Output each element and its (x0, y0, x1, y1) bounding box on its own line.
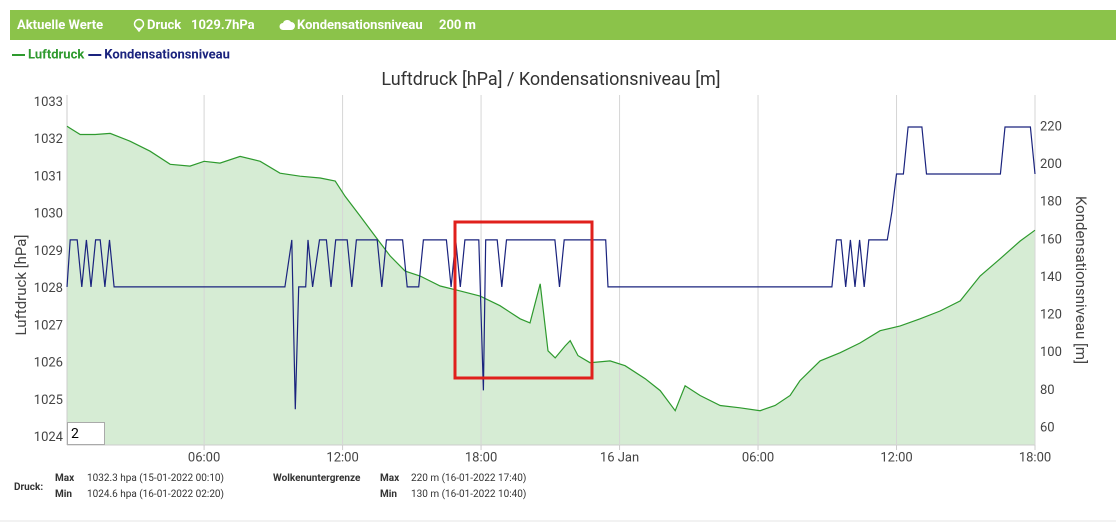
header-label: Druck (147, 18, 182, 33)
area (67, 126, 1035, 446)
y2-tick-label: 60 (1040, 421, 1055, 436)
stat-value: 1024.6 hpa (16-01-2022 02:20) (87, 489, 225, 500)
header-value: 1029.7hPa (191, 18, 255, 33)
pressure-icon (133, 18, 145, 32)
y2-tick-label: 120 (1040, 308, 1062, 323)
y-tick-label: 1033 (34, 95, 63, 110)
line (66, 126, 1036, 410)
x-tick-label: 12:00 (880, 450, 912, 465)
legend-label: Kondensationsniveau (104, 47, 230, 62)
stat-key: Max (55, 473, 75, 484)
y-tick-label: 1029 (34, 244, 63, 259)
legend-label: Luftdruck (28, 47, 85, 62)
y2-tick-label: 160 (1040, 232, 1062, 247)
y2-tick-label: 80 (1040, 383, 1055, 398)
y2-tick-label: 180 (1040, 195, 1062, 210)
x-tick-label: 16 Jan (600, 450, 639, 465)
y-tick-label: 1027 (34, 318, 63, 333)
x-tick-label: 18:00 (1019, 450, 1051, 465)
y2-axis-title: Kondensationsniveau [m] (1072, 196, 1090, 364)
stat-label: Wolkenuntergrenze (273, 473, 361, 484)
cloud-icon (279, 19, 295, 31)
x-tick-label: 06:00 (742, 450, 774, 465)
y-tick-label: 1025 (34, 393, 63, 408)
y-tick-label: 1032 (34, 132, 63, 147)
header-label: Kondensationsniveau (297, 18, 423, 33)
stat-value: 130 m (16-01-2022 10:40) (411, 489, 527, 500)
header-value: 200 m (439, 18, 476, 33)
x-tick-label: 12:00 (326, 450, 358, 465)
chart: Luftdruck [hPa] / Kondensationsniveau [m… (12, 47, 1090, 465)
header-bar: Aktuelle Werte Druck 1029.7hPa Kondensat… (10, 10, 1116, 40)
x-tick-label: 06:00 (188, 450, 220, 465)
stat-value: 1032.3 hpa (15-01-2022 00:10) (87, 473, 225, 484)
y-tick-label: 1031 (34, 169, 63, 184)
range-input[interactable]: 2 (67, 422, 105, 445)
y2-tick-label: 100 (1040, 345, 1062, 360)
plot-background (67, 126, 1035, 446)
stat-key: Min (55, 489, 73, 500)
y2-tick-label: 140 (1040, 270, 1062, 285)
x-tick-label: 18:00 (465, 450, 497, 465)
y-axis-title: Luftdruck [hPa] (12, 235, 30, 336)
stat-label: Druck: (14, 482, 44, 493)
y-tick-label: 1030 (34, 207, 63, 222)
y-tick-label: 1024 (34, 430, 64, 445)
input-value: 2 (71, 426, 79, 442)
stat-key: Max (380, 473, 400, 484)
chart-title: Luftdruck [hPa] / Kondensationsniveau [m… (381, 69, 720, 90)
header-title: Aktuelle Werte (17, 18, 104, 33)
y2-tick-label: 200 (1040, 157, 1062, 172)
stat-value: 220 m (16-01-2022 17:40) (411, 473, 527, 484)
y2-tick-label: 220 (1040, 119, 1062, 134)
y-tick-label: 1026 (34, 356, 63, 371)
y-tick-label: 1028 (34, 281, 63, 296)
stat-key: Min (380, 489, 398, 500)
